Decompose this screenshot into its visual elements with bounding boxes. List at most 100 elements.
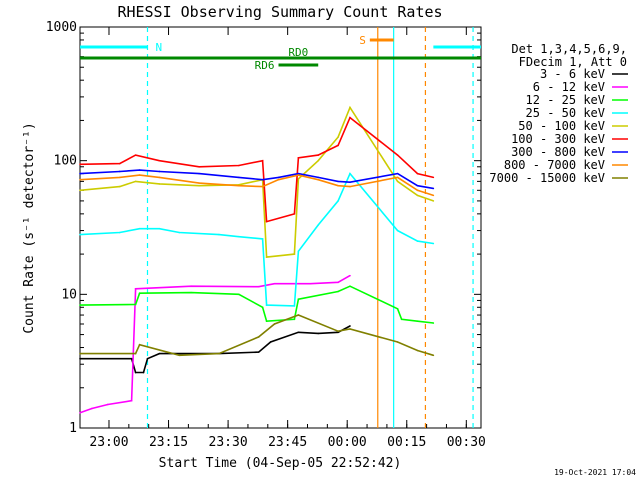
point-800to7000kev bbox=[158, 176, 161, 179]
point-100to300kev bbox=[432, 176, 435, 179]
point-100to300kev bbox=[293, 213, 296, 215]
point-800to7000kev bbox=[79, 178, 81, 181]
point-300to800kev bbox=[337, 180, 339, 183]
x-tick-label-2315: 23:15 bbox=[149, 435, 188, 450]
legend-label-800to7000kev: 800 - 7000 keV bbox=[504, 158, 605, 172]
legend-label-25to50kev: 25 - 50 keV bbox=[526, 106, 605, 120]
point-100to300kev bbox=[198, 165, 200, 168]
point-6to12kev bbox=[106, 403, 109, 406]
point-300to800kev bbox=[138, 169, 141, 171]
point-100to300kev bbox=[158, 159, 161, 162]
point-800to7000kev bbox=[238, 184, 240, 187]
x-tick-label-2330: 23:30 bbox=[209, 435, 248, 450]
x-tick-label-0000: 00:00 bbox=[328, 435, 367, 450]
y-tick-label-100: 100 bbox=[54, 154, 77, 169]
point-7000to15000kev bbox=[273, 323, 276, 325]
point-12to25kev bbox=[396, 307, 399, 310]
point-12to25kev bbox=[238, 293, 240, 296]
point-25to50kev bbox=[218, 233, 220, 236]
series-3to6kev bbox=[80, 325, 351, 374]
point-12to25kev bbox=[138, 292, 141, 294]
series-6to12kev bbox=[79, 274, 351, 414]
point-7000to15000kev bbox=[134, 352, 137, 355]
x-tick-label-2345: 23:45 bbox=[268, 435, 307, 450]
point-7000to15000kev bbox=[79, 352, 81, 355]
point-7000to15000kev bbox=[138, 343, 141, 346]
point-50to100kev bbox=[432, 200, 435, 202]
legend-header-line-1: Det 1,3,4,5,6,9, bbox=[511, 42, 627, 56]
point-50to100kev bbox=[198, 184, 200, 187]
point-800to7000kev bbox=[349, 185, 351, 188]
point-25to50kev bbox=[158, 227, 161, 230]
point-25to50kev bbox=[138, 227, 141, 230]
point-50to100kev bbox=[79, 189, 81, 192]
point-25to50kev bbox=[349, 172, 351, 175]
point-12to25kev bbox=[265, 320, 268, 322]
status-label-s: S bbox=[359, 34, 366, 47]
point-50to100kev bbox=[118, 185, 121, 188]
point-3to6kev bbox=[142, 371, 145, 374]
point-300to800kev bbox=[396, 172, 399, 175]
point-6to12kev bbox=[337, 281, 339, 284]
point-3to6kev bbox=[79, 357, 81, 360]
status-label-n: N bbox=[155, 41, 162, 54]
point-12to25kev bbox=[261, 306, 264, 309]
point-3to6kev bbox=[269, 341, 272, 343]
point-300to800kev bbox=[416, 184, 419, 187]
point-6to12kev bbox=[91, 407, 93, 410]
point-100to300kev bbox=[349, 116, 351, 119]
point-50to100kev bbox=[337, 136, 339, 138]
point-12to25kev bbox=[337, 290, 339, 293]
point-100to300kev bbox=[134, 154, 137, 156]
point-25to50kev bbox=[118, 231, 121, 234]
legend-header-line-2: FDecim 1, Att 0 bbox=[519, 55, 627, 69]
point-800to7000kev bbox=[432, 194, 435, 197]
point-25to50kev bbox=[337, 200, 339, 202]
point-100to300kev bbox=[396, 154, 399, 156]
point-800to7000kev bbox=[277, 178, 280, 181]
y-axis-title: Count Rate (s⁻¹ detector⁻¹) bbox=[22, 122, 37, 333]
legend-label-7000to15000kev: 7000 - 15000 keV bbox=[489, 171, 605, 185]
legend-label-50to100kev: 50 - 100 keV bbox=[518, 119, 605, 133]
point-25to50kev bbox=[238, 235, 240, 238]
point-3to6kev bbox=[130, 357, 133, 360]
point-100to300kev bbox=[79, 163, 81, 166]
point-25to50kev bbox=[265, 304, 268, 306]
point-6to12kev bbox=[273, 282, 276, 285]
series-50to100kev bbox=[79, 105, 434, 258]
point-100to300kev bbox=[238, 164, 240, 167]
point-25to50kev bbox=[79, 233, 81, 236]
point-25to50kev bbox=[297, 250, 300, 253]
point-300to800kev bbox=[317, 176, 320, 179]
point-12to25kev bbox=[79, 304, 81, 306]
legend-label-12to25kev: 12 - 25 keV bbox=[526, 93, 605, 107]
x-tick-label-2300: 23:00 bbox=[89, 435, 128, 450]
point-7000to15000kev bbox=[396, 341, 399, 343]
point-3to6kev bbox=[158, 352, 161, 355]
legend-label-300to800kev: 300 - 800 keV bbox=[511, 145, 605, 159]
plot-area: 1 10 100 1000 23:00 23:15 23:30 23:45 00:00 00:15… bbox=[46, 20, 628, 450]
point-800to7000kev bbox=[317, 178, 320, 181]
point-300to800kev bbox=[277, 176, 280, 179]
point-300to800kev bbox=[79, 172, 81, 175]
point-50to100kev bbox=[297, 178, 300, 180]
point-300to800kev bbox=[261, 178, 264, 181]
point-100to300kev bbox=[261, 159, 264, 162]
point-25to50kev bbox=[317, 224, 320, 226]
point-12to25kev bbox=[432, 322, 435, 324]
point-12to25kev bbox=[400, 318, 403, 321]
point-7000to15000kev bbox=[416, 349, 419, 352]
y-tick-label-1: 1 bbox=[69, 421, 77, 436]
point-6to12kev bbox=[257, 285, 260, 288]
point-3to6kev bbox=[297, 331, 300, 334]
point-7000to15000kev bbox=[349, 328, 351, 330]
point-6to12kev bbox=[134, 288, 137, 290]
point-6to12kev bbox=[130, 399, 133, 402]
point-800to7000kev bbox=[198, 182, 200, 184]
point-800to7000kev bbox=[261, 185, 264, 188]
point-50to100kev bbox=[293, 253, 296, 255]
point-50to100kev bbox=[317, 159, 320, 162]
status-label-rd0: RD0 bbox=[288, 46, 308, 59]
point-100to300kev bbox=[317, 154, 320, 156]
